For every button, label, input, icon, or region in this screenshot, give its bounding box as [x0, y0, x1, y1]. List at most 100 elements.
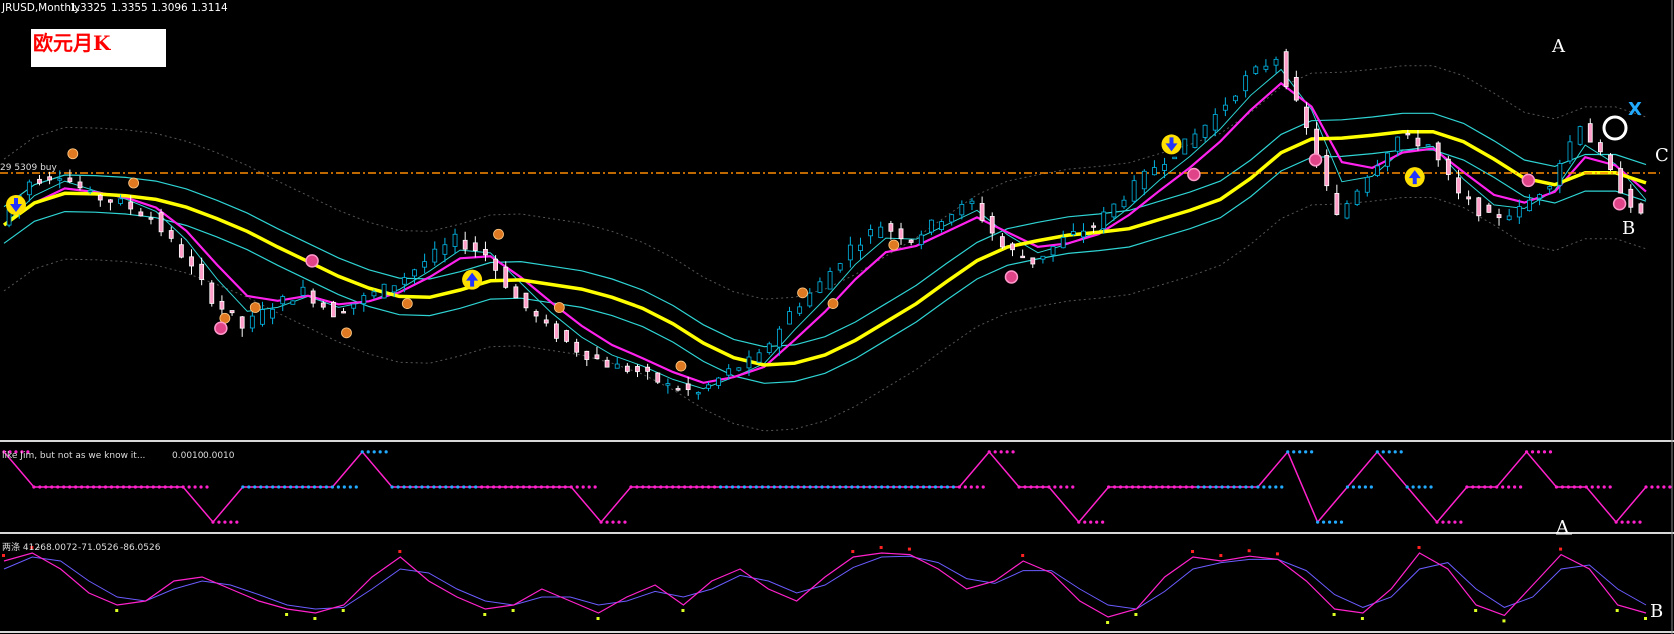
candle-body[interactable] — [1608, 154, 1613, 171]
candle-body[interactable] — [1152, 167, 1157, 176]
candle-body[interactable] — [483, 248, 488, 256]
candle-body[interactable] — [331, 301, 336, 318]
candle-body[interactable] — [270, 308, 275, 319]
candle-body[interactable] — [412, 269, 417, 277]
candle-body[interactable] — [1628, 188, 1634, 208]
candle-body[interactable] — [766, 343, 772, 353]
candle-body[interactable] — [1101, 211, 1107, 230]
candle-body[interactable] — [807, 292, 813, 307]
candle-body[interactable] — [1222, 104, 1228, 111]
candle-body[interactable] — [746, 356, 752, 369]
candle-body[interactable] — [959, 204, 965, 216]
candle-body[interactable] — [351, 303, 357, 309]
candle-body[interactable] — [1283, 51, 1289, 87]
candle-body[interactable] — [1192, 133, 1198, 148]
candle-body[interactable] — [888, 223, 894, 232]
candle-body[interactable] — [665, 383, 671, 386]
candle-body[interactable] — [1121, 199, 1127, 208]
candle-body[interactable] — [178, 244, 184, 258]
candle-body[interactable] — [280, 296, 286, 305]
candle-body[interactable] — [1395, 136, 1401, 152]
candle-body[interactable] — [442, 244, 448, 255]
candle-body[interactable] — [1587, 123, 1593, 143]
candle-body[interactable] — [655, 372, 661, 383]
candle-body[interactable] — [939, 221, 944, 230]
candle-body[interactable] — [199, 263, 205, 281]
candle-body[interactable] — [614, 363, 620, 369]
candle-body[interactable] — [1344, 203, 1350, 219]
candle-body[interactable] — [929, 219, 934, 233]
candle-body[interactable] — [1030, 257, 1036, 265]
candle-body[interactable] — [1212, 114, 1218, 131]
candle-body[interactable] — [1364, 177, 1370, 193]
candle-body[interactable] — [523, 292, 529, 309]
candle-body[interactable] — [1273, 58, 1279, 66]
candle-body[interactable] — [472, 242, 478, 251]
candle-body[interactable] — [1516, 206, 1522, 218]
candle-body[interactable] — [1597, 142, 1603, 153]
candle-body[interactable] — [1182, 138, 1188, 155]
candle-body[interactable] — [1263, 65, 1269, 70]
candle-body[interactable] — [26, 181, 32, 196]
candle-body[interactable] — [1141, 170, 1147, 190]
candle-body[interactable] — [260, 309, 265, 325]
candle-body[interactable] — [1040, 255, 1046, 260]
candle-body[interactable] — [432, 248, 438, 263]
candle-body[interactable] — [584, 350, 590, 360]
candle-body[interactable] — [381, 283, 387, 299]
candle-body[interactable] — [37, 178, 42, 184]
candle-body[interactable] — [533, 311, 539, 317]
candle-body[interactable] — [878, 226, 884, 239]
candle-body[interactable] — [1324, 155, 1330, 187]
candle-body[interactable] — [969, 200, 975, 205]
candle-body[interactable] — [868, 229, 874, 237]
candle-body[interactable] — [1557, 163, 1563, 186]
candle-body[interactable] — [239, 316, 245, 329]
candle-body[interactable] — [310, 290, 316, 304]
candle-body[interactable] — [189, 256, 194, 267]
candle-body[interactable] — [675, 388, 681, 391]
candle-body[interactable] — [1577, 126, 1583, 145]
candle-body[interactable] — [1506, 215, 1512, 221]
candle-body[interactable] — [1618, 168, 1624, 194]
candle-body[interactable] — [513, 286, 519, 299]
candle-body[interactable] — [1202, 124, 1208, 138]
candle-body[interactable] — [726, 368, 732, 376]
candle-body[interactable] — [1010, 243, 1015, 251]
candle-body[interactable] — [67, 177, 73, 183]
candle-body[interactable] — [858, 244, 863, 252]
candle-body[interactable] — [57, 178, 63, 181]
candle-body[interactable] — [493, 258, 498, 271]
candle-body[interactable] — [949, 214, 955, 223]
candle-body[interactable] — [685, 383, 691, 391]
candle-body[interactable] — [229, 310, 235, 314]
candle-body[interactable] — [827, 271, 833, 290]
candle-body[interactable] — [128, 201, 134, 210]
candle-body[interactable] — [209, 282, 215, 304]
candle-body[interactable] — [1435, 142, 1441, 161]
candle-body[interactable] — [564, 330, 569, 342]
candle-body[interactable] — [1304, 106, 1309, 128]
candle-body[interactable] — [361, 295, 367, 305]
candle-body[interactable] — [1375, 165, 1380, 176]
candle-body[interactable] — [1334, 193, 1340, 215]
candle-body[interactable] — [97, 194, 103, 201]
candle-body[interactable] — [249, 315, 255, 329]
candle-body[interactable] — [1354, 190, 1360, 205]
candle-body[interactable] — [462, 239, 468, 250]
candle-body[interactable] — [1405, 133, 1411, 136]
candle-body[interactable] — [908, 239, 914, 243]
candle-body[interactable] — [776, 328, 782, 348]
candle-body[interactable] — [1466, 196, 1472, 200]
candle-body[interactable] — [138, 211, 144, 217]
candle-body[interactable] — [1567, 141, 1573, 162]
candle-body[interactable] — [503, 266, 509, 288]
candle-body[interactable] — [837, 263, 843, 271]
candle-body[interactable] — [1456, 177, 1461, 194]
candle-body[interactable] — [148, 217, 154, 220]
candle-body[interactable] — [635, 366, 640, 372]
candle-body[interactable] — [158, 212, 164, 233]
candle-body[interactable] — [452, 233, 458, 247]
candle-body[interactable] — [817, 281, 823, 293]
candle-body[interactable] — [168, 230, 174, 239]
